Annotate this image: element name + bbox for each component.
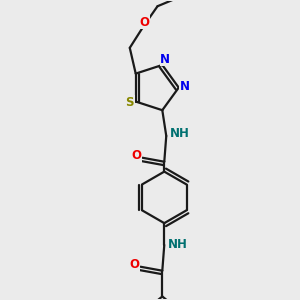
Text: NH: NH <box>170 128 190 140</box>
Text: O: O <box>140 16 150 28</box>
Text: O: O <box>130 258 140 271</box>
Text: S: S <box>125 96 134 109</box>
Text: N: N <box>160 52 170 65</box>
Text: O: O <box>131 149 142 162</box>
Text: N: N <box>180 80 190 93</box>
Text: NH: NH <box>168 238 188 251</box>
